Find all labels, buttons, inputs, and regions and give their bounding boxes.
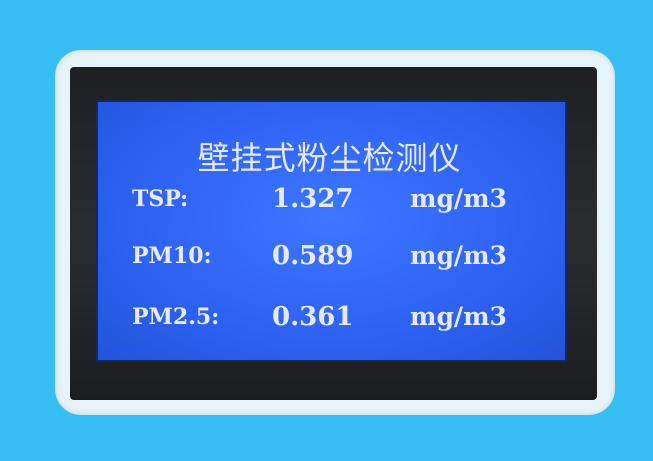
pm25-unit: mg/m3 xyxy=(410,302,507,331)
pm10-unit: mg/m3 xyxy=(410,241,507,270)
lcd-screen xyxy=(96,100,567,362)
pm10-label: PM10: xyxy=(132,243,212,269)
pm10-value: 0.589 xyxy=(272,241,354,271)
tsp-unit: mg/m3 xyxy=(410,184,507,213)
display-title: 壁挂式粉尘检测仪 xyxy=(197,139,462,177)
tsp-value: 1.327 xyxy=(272,184,354,214)
pm25-value: 0.361 xyxy=(272,302,354,332)
tsp-label: TSP: xyxy=(132,186,189,212)
pm25-label: PM2.5: xyxy=(132,304,220,330)
